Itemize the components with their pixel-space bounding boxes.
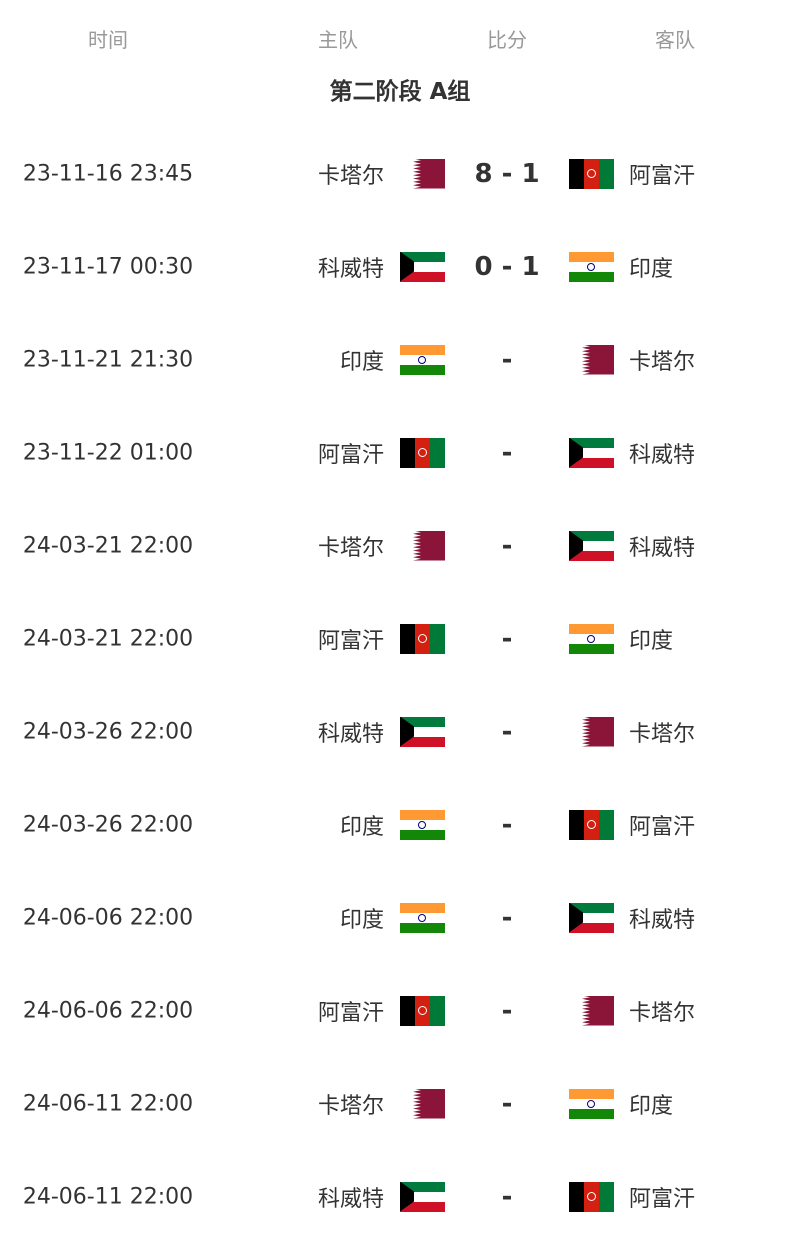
india-flag-icon (400, 809, 445, 840)
match-time: 24-06-06 22:00 (22, 905, 194, 930)
qatar-flag-icon (582, 344, 614, 375)
home-team: 科威特 (317, 1186, 384, 1212)
away-team: 印度 (629, 1093, 674, 1119)
match-row[interactable]: 24-06-06 22:00 阿富汗 - 卡塔尔 (0, 964, 800, 1057)
india-flag-icon (400, 902, 445, 933)
kuwait-flag-icon (400, 716, 445, 747)
qatar-flag-icon (582, 995, 614, 1026)
match-time: 23-11-21 21:30 (22, 347, 194, 372)
match-score: - (501, 902, 513, 933)
away-team: 科威特 (629, 442, 696, 468)
match-time: 24-06-11 22:00 (22, 1091, 194, 1116)
match-score: - (501, 530, 513, 561)
column-header-time: 时间 (88, 28, 128, 52)
match-score: 8 - 1 (474, 158, 540, 189)
match-row[interactable]: 23-11-17 00:30 科威特 0 - 1 印度 (0, 220, 800, 313)
match-row[interactable]: 24-03-21 22:00 阿富汗 - 印度 (0, 592, 800, 685)
qatar-flag-icon (413, 530, 445, 561)
match-row[interactable]: 23-11-16 23:45 卡塔尔 8 - 1 阿富汗 (0, 127, 800, 220)
away-team: 卡塔尔 (629, 349, 696, 375)
match-score: - (501, 1181, 513, 1212)
match-row[interactable]: 23-11-22 01:00 阿富汗 - 科威特 (0, 406, 800, 499)
match-score: - (501, 1088, 513, 1119)
home-team: 印度 (339, 907, 384, 933)
home-team: 卡塔尔 (317, 163, 384, 189)
column-header-home: 主队 (318, 28, 358, 52)
match-time: 24-03-26 22:00 (22, 719, 194, 744)
home-team: 卡塔尔 (317, 535, 384, 561)
match-score: - (501, 716, 513, 747)
home-team: 科威特 (317, 256, 384, 282)
match-row[interactable]: 24-03-21 22:00 卡塔尔 - 科威特 (0, 499, 800, 592)
away-team: 阿富汗 (629, 163, 696, 189)
match-row[interactable]: 24-06-11 22:00 科威特 - 阿富汗 (0, 1150, 800, 1243)
group-title: 第二阶段 A组 (329, 79, 471, 105)
home-team: 印度 (339, 814, 384, 840)
match-score: - (501, 344, 513, 375)
away-team: 印度 (629, 628, 674, 654)
match-time: 23-11-22 01:00 (22, 440, 194, 465)
match-row[interactable]: 24-06-11 22:00 卡塔尔 - 印度 (0, 1057, 800, 1150)
match-time: 24-03-21 22:00 (22, 533, 194, 558)
kuwait-flag-icon (569, 437, 614, 468)
home-team: 阿富汗 (317, 442, 384, 468)
away-team: 科威特 (629, 535, 696, 561)
away-team: 阿富汗 (629, 1186, 696, 1212)
afghanistan-flag-icon (400, 995, 445, 1026)
india-flag-icon (569, 251, 614, 282)
india-flag-icon (569, 1088, 614, 1119)
match-time: 23-11-16 23:45 (22, 161, 194, 186)
away-team: 印度 (629, 256, 674, 282)
kuwait-flag-icon (400, 1181, 445, 1212)
home-team: 卡塔尔 (317, 1093, 384, 1119)
home-team: 阿富汗 (317, 1000, 384, 1026)
match-score: - (501, 623, 513, 654)
match-row[interactable]: 24-03-26 22:00 印度 - 阿富汗 (0, 778, 800, 871)
away-team: 卡塔尔 (629, 1000, 696, 1026)
column-header-away: 客队 (655, 28, 695, 52)
afghanistan-flag-icon (400, 623, 445, 654)
match-row[interactable]: 24-06-06 22:00 印度 - 科威特 (0, 871, 800, 964)
qatar-flag-icon (413, 1088, 445, 1119)
afghanistan-flag-icon (569, 1181, 614, 1212)
match-time: 24-06-11 22:00 (22, 1184, 194, 1209)
match-row[interactable]: 23-11-21 21:30 印度 - 卡塔尔 (0, 313, 800, 406)
match-time: 24-03-21 22:00 (22, 626, 194, 651)
india-flag-icon (569, 623, 614, 654)
home-team: 印度 (339, 349, 384, 375)
afghanistan-flag-icon (569, 158, 614, 189)
away-team: 阿富汗 (629, 814, 696, 840)
kuwait-flag-icon (569, 530, 614, 561)
column-header-score: 比分 (487, 28, 527, 52)
qatar-flag-icon (413, 158, 445, 189)
away-team: 科威特 (629, 907, 696, 933)
home-team: 阿富汗 (317, 628, 384, 654)
afghanistan-flag-icon (569, 809, 614, 840)
afghanistan-flag-icon (400, 437, 445, 468)
match-score: 0 - 1 (474, 251, 540, 282)
away-team: 卡塔尔 (629, 721, 696, 747)
match-score: - (501, 995, 513, 1026)
home-team: 科威特 (317, 721, 384, 747)
match-score: - (501, 437, 513, 468)
kuwait-flag-icon (569, 902, 614, 933)
qatar-flag-icon (582, 716, 614, 747)
kuwait-flag-icon (400, 251, 445, 282)
india-flag-icon (400, 344, 445, 375)
match-time: 23-11-17 00:30 (22, 254, 194, 279)
match-time: 24-03-26 22:00 (22, 812, 194, 837)
match-time: 24-06-06 22:00 (22, 998, 194, 1023)
match-row[interactable]: 24-03-26 22:00 科威特 - 卡塔尔 (0, 685, 800, 778)
match-score: - (501, 809, 513, 840)
